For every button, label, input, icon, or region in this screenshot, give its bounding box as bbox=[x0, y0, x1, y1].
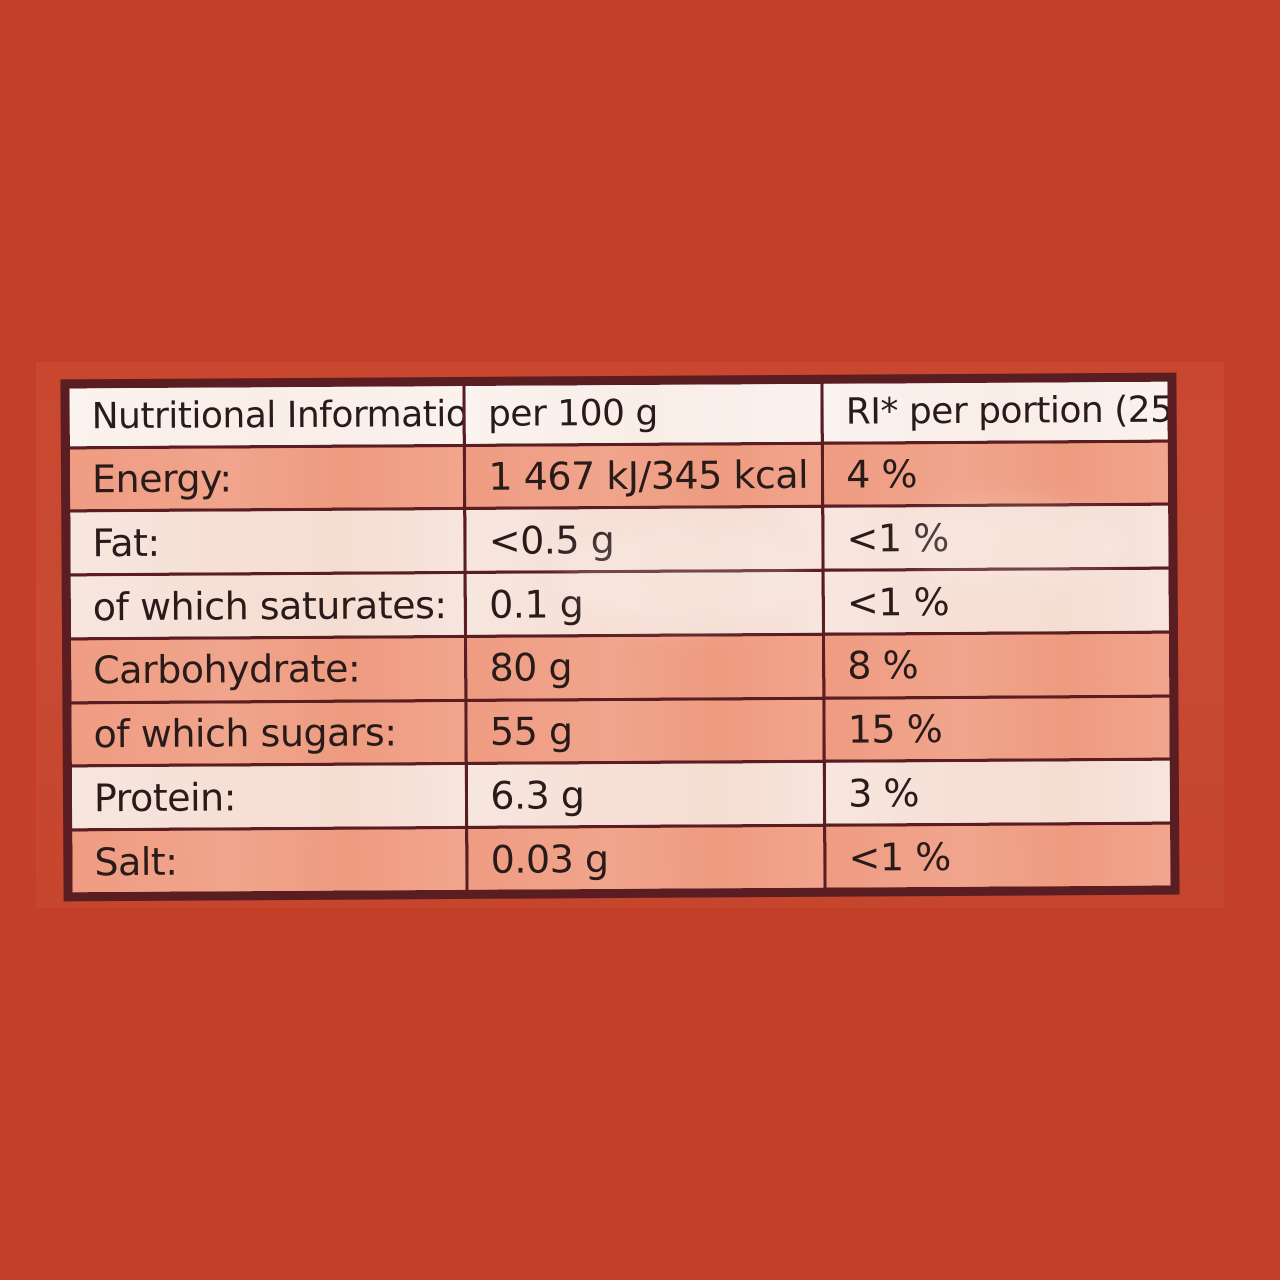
per-100g-value: 0.03 g bbox=[467, 825, 826, 892]
nutrient-label: Fat: bbox=[68, 508, 466, 576]
nutrient-label: Protein: bbox=[70, 763, 468, 830]
ri-value: 3 % bbox=[824, 759, 1172, 826]
per-100g-value: <0.5 g bbox=[465, 506, 824, 573]
per-100g-value: 0.1 g bbox=[465, 570, 824, 637]
nutrient-label: of which sugars: bbox=[69, 700, 467, 767]
table-row-sugars: of which sugars: 55 g 15 % bbox=[69, 695, 1172, 767]
ri-value: 8 % bbox=[823, 632, 1171, 698]
ri-value: <1 % bbox=[823, 568, 1171, 635]
nutrition-table: Nutritional Information per 100 g RI* pe… bbox=[66, 379, 1173, 896]
nutrient-label: Salt: bbox=[70, 827, 468, 894]
table-row-salt: Salt: 0.03 g <1 % bbox=[70, 823, 1173, 894]
header-ri-per-portion: RI* per portion (25 g) bbox=[822, 380, 1170, 443]
table-row-fat: Fat: <0.5 g <1 % bbox=[68, 504, 1171, 576]
table-row-protein: Protein: 6.3 g 3 % bbox=[70, 759, 1172, 830]
table-header-row: Nutritional Information per 100 g RI* pe… bbox=[67, 380, 1170, 448]
ri-value: 15 % bbox=[824, 695, 1172, 762]
nutrition-table-frame: Nutritional Information per 100 g RI* pe… bbox=[60, 372, 1180, 902]
per-100g-value: 80 g bbox=[465, 634, 825, 701]
ri-value: 4 % bbox=[822, 440, 1170, 507]
table-row-saturates: of which saturates: 0.1 g <1 % bbox=[69, 568, 1171, 639]
table-row-energy: Energy: 1 467 kJ/345 kcal 4 % bbox=[68, 440, 1170, 512]
per-100g-value: 1 467 kJ/345 kcal bbox=[464, 442, 823, 509]
per-100g-value: 55 g bbox=[466, 697, 825, 764]
header-per-100g: per 100 g bbox=[464, 382, 823, 446]
nutrient-label: Carbohydrate: bbox=[69, 636, 467, 703]
nutrient-label: of which saturates: bbox=[69, 572, 466, 639]
header-nutritional-information: Nutritional Information bbox=[67, 384, 465, 448]
per-100g-value: 6.3 g bbox=[466, 761, 825, 828]
ri-value: <1 % bbox=[822, 504, 1171, 571]
table-row-carbohydrate: Carbohydrate: 80 g 8 % bbox=[69, 632, 1171, 703]
nutrient-label: Energy: bbox=[68, 445, 466, 512]
ri-value: <1 % bbox=[824, 823, 1173, 890]
